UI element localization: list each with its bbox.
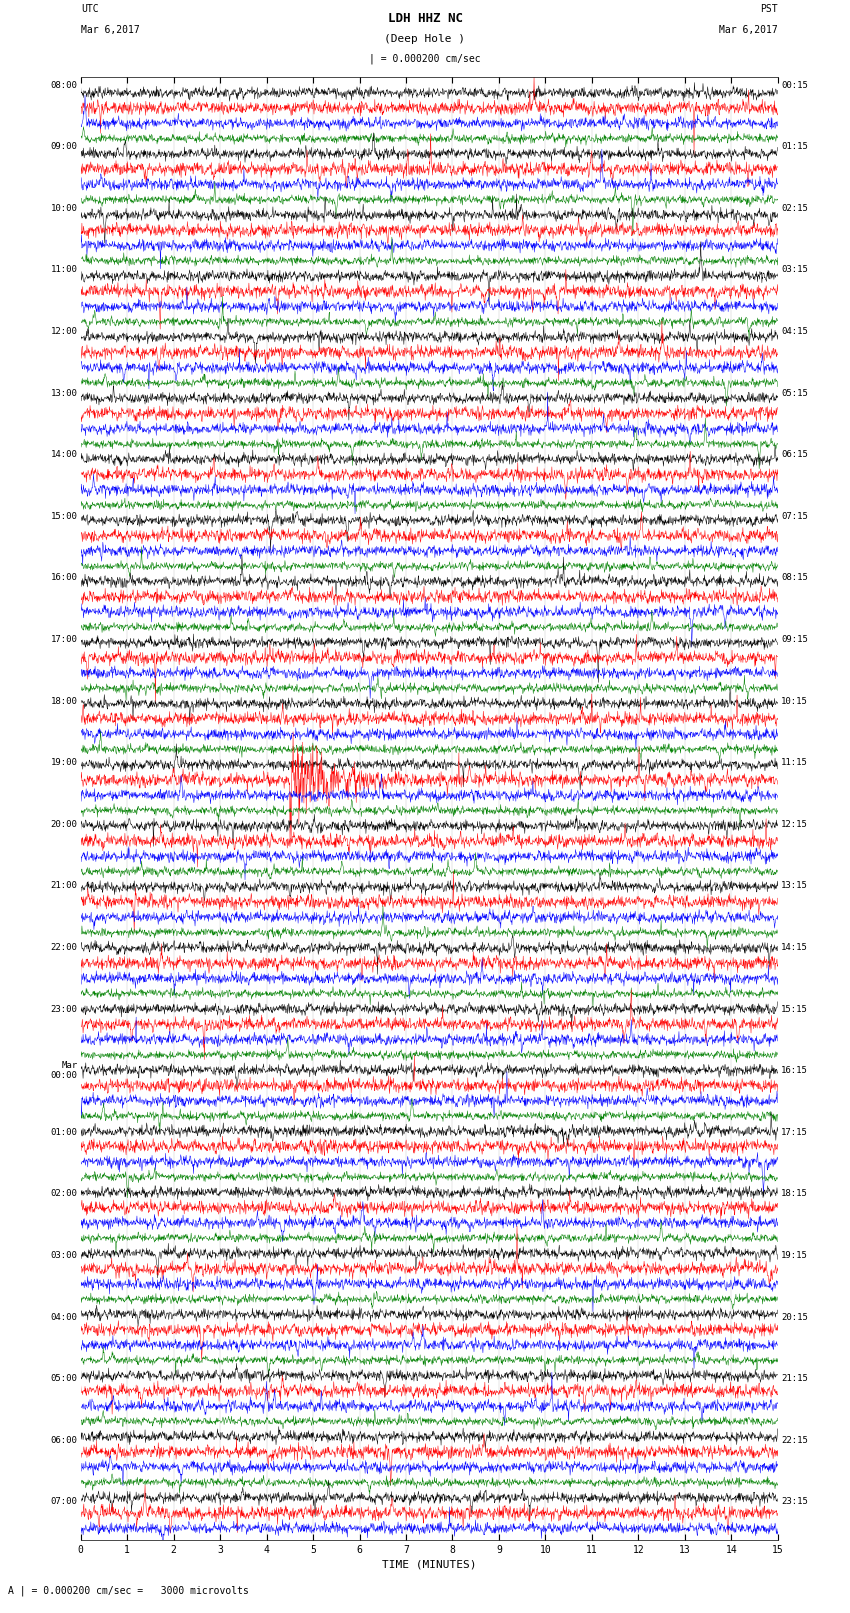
Text: 07:15: 07:15 xyxy=(781,511,808,521)
Text: LDH HHZ NC: LDH HHZ NC xyxy=(388,11,462,24)
Text: 02:15: 02:15 xyxy=(781,203,808,213)
Text: 12:15: 12:15 xyxy=(781,819,808,829)
Text: 06:00: 06:00 xyxy=(50,1436,77,1445)
Text: 22:00: 22:00 xyxy=(50,944,77,952)
Text: | = 0.000200 cm/sec: | = 0.000200 cm/sec xyxy=(369,53,481,65)
Text: 21:00: 21:00 xyxy=(50,881,77,890)
Text: 04:00: 04:00 xyxy=(50,1313,77,1321)
Text: Mar 6,2017: Mar 6,2017 xyxy=(719,24,778,35)
Text: (Deep Hole ): (Deep Hole ) xyxy=(384,34,466,44)
Text: UTC: UTC xyxy=(81,3,99,15)
Text: 20:15: 20:15 xyxy=(781,1313,808,1321)
Text: 07:00: 07:00 xyxy=(50,1497,77,1507)
Text: 11:15: 11:15 xyxy=(781,758,808,768)
Text: 09:00: 09:00 xyxy=(50,142,77,152)
Text: 01:00: 01:00 xyxy=(50,1127,77,1137)
Text: 19:15: 19:15 xyxy=(781,1252,808,1260)
Text: 16:00: 16:00 xyxy=(50,573,77,582)
Text: 10:00: 10:00 xyxy=(50,203,77,213)
Text: A | = 0.000200 cm/sec =   3000 microvolts: A | = 0.000200 cm/sec = 3000 microvolts xyxy=(8,1586,249,1597)
Text: 19:00: 19:00 xyxy=(50,758,77,768)
Text: 09:15: 09:15 xyxy=(781,636,808,644)
Text: 05:00: 05:00 xyxy=(50,1374,77,1384)
Text: 11:00: 11:00 xyxy=(50,266,77,274)
Text: 21:15: 21:15 xyxy=(781,1374,808,1384)
Text: Mar
00:00: Mar 00:00 xyxy=(50,1061,77,1081)
Text: 15:15: 15:15 xyxy=(781,1005,808,1013)
Text: 22:15: 22:15 xyxy=(781,1436,808,1445)
Text: 18:00: 18:00 xyxy=(50,697,77,705)
Text: 04:15: 04:15 xyxy=(781,327,808,336)
Text: 23:00: 23:00 xyxy=(50,1005,77,1013)
Text: 17:15: 17:15 xyxy=(781,1127,808,1137)
Text: Mar 6,2017: Mar 6,2017 xyxy=(81,24,139,35)
Text: 14:00: 14:00 xyxy=(50,450,77,460)
Text: 10:15: 10:15 xyxy=(781,697,808,705)
Text: 08:00: 08:00 xyxy=(50,81,77,90)
Text: 06:15: 06:15 xyxy=(781,450,808,460)
Text: 15:00: 15:00 xyxy=(50,511,77,521)
X-axis label: TIME (MINUTES): TIME (MINUTES) xyxy=(382,1560,477,1569)
Text: 02:00: 02:00 xyxy=(50,1189,77,1198)
Text: 01:15: 01:15 xyxy=(781,142,808,152)
Text: 03:00: 03:00 xyxy=(50,1252,77,1260)
Text: 12:00: 12:00 xyxy=(50,327,77,336)
Text: 14:15: 14:15 xyxy=(781,944,808,952)
Text: PST: PST xyxy=(760,3,778,15)
Text: 17:00: 17:00 xyxy=(50,636,77,644)
Text: 13:00: 13:00 xyxy=(50,389,77,398)
Text: 08:15: 08:15 xyxy=(781,573,808,582)
Text: 05:15: 05:15 xyxy=(781,389,808,398)
Text: 20:00: 20:00 xyxy=(50,819,77,829)
Text: 00:15: 00:15 xyxy=(781,81,808,90)
Text: 03:15: 03:15 xyxy=(781,266,808,274)
Text: 16:15: 16:15 xyxy=(781,1066,808,1076)
Text: 13:15: 13:15 xyxy=(781,881,808,890)
Text: 18:15: 18:15 xyxy=(781,1189,808,1198)
Text: 23:15: 23:15 xyxy=(781,1497,808,1507)
